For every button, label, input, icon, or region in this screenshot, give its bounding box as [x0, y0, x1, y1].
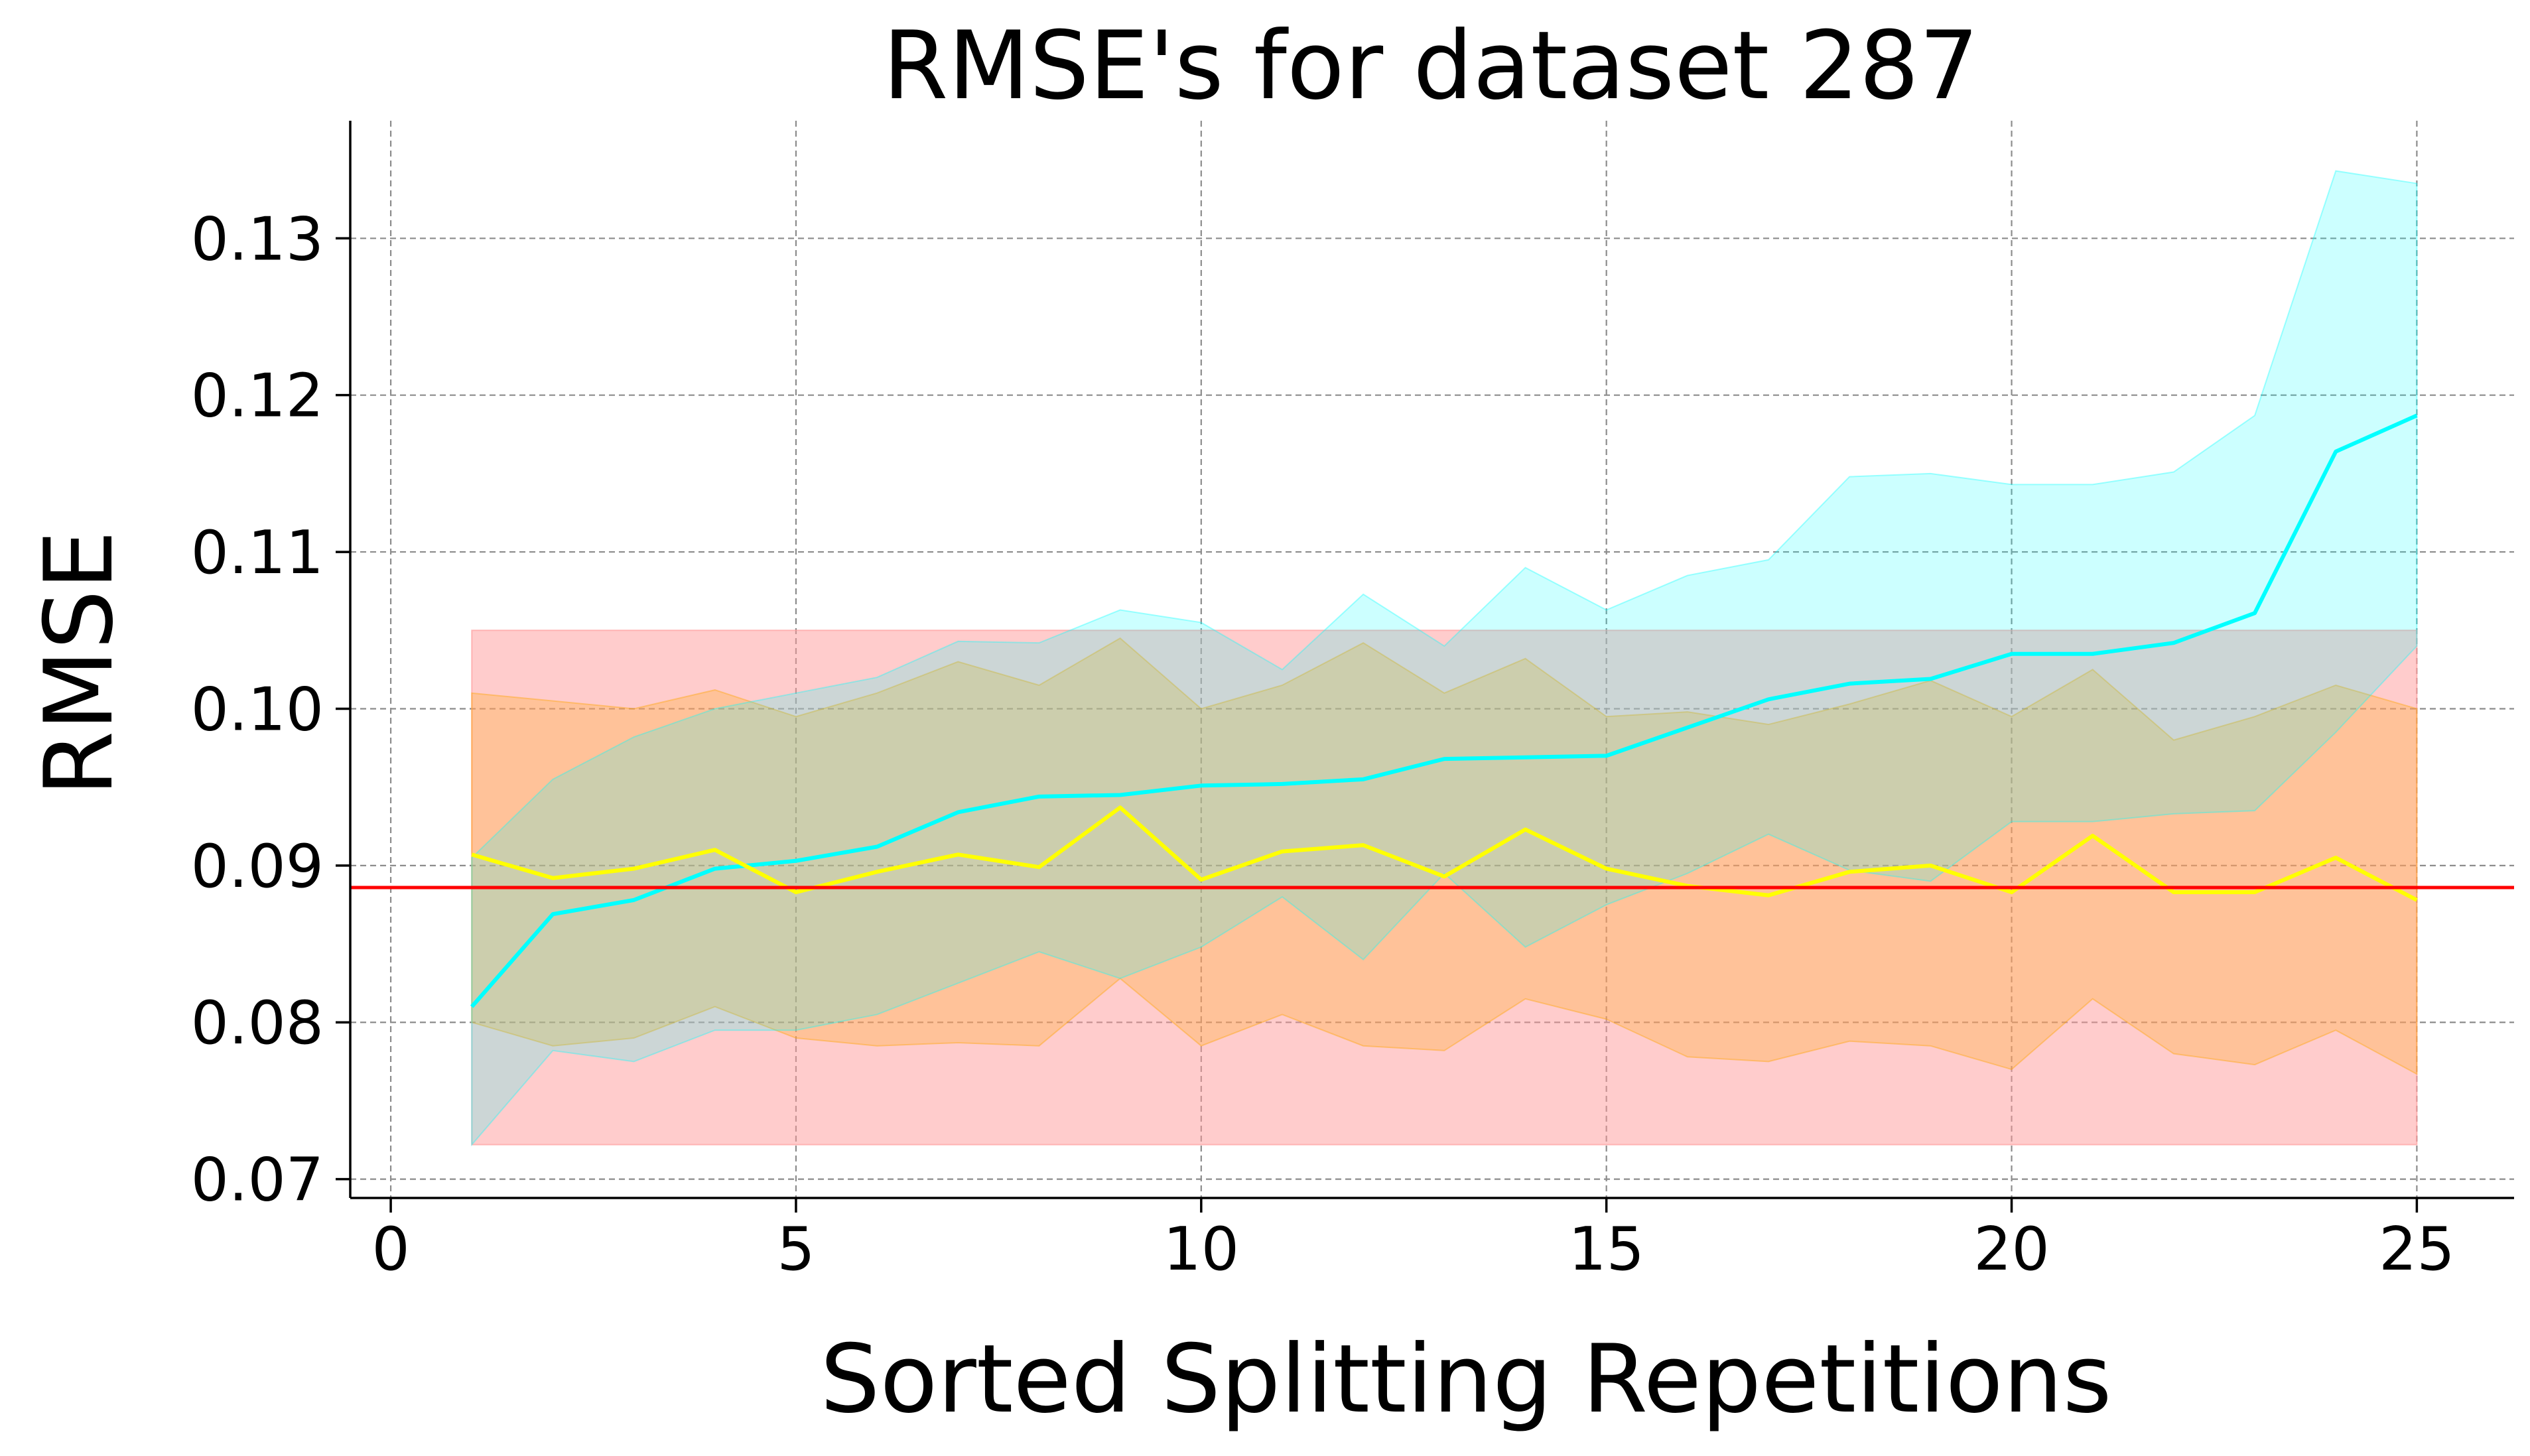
band-2	[471, 637, 2418, 1075]
y-axis-label: RMSE	[25, 530, 134, 796]
axes	[336, 121, 2514, 1213]
y-tick-label: 0.09	[191, 832, 324, 901]
y-tick-label: 0.07	[191, 1146, 324, 1215]
x-tick-label: 5	[777, 1215, 815, 1284]
x-axis-label: Sorted Splitting Repetitions	[820, 1325, 2111, 1434]
y-tick-label: 0.12	[191, 362, 324, 431]
x-tick-label: 20	[1973, 1215, 2050, 1284]
chart-title: RMSE's for dataset 287	[883, 11, 1979, 121]
y-tick-label: 0.11	[191, 518, 324, 588]
series-lines	[470, 413, 2418, 1008]
x-tick-label: 25	[2379, 1215, 2455, 1284]
x-tick-label: 10	[1164, 1215, 1240, 1284]
y-tick-label: 0.13	[191, 204, 324, 274]
x-tick-label: 15	[1568, 1215, 1644, 1284]
y-tick-label: 0.08	[191, 988, 324, 1058]
tick-labels: 0 5 10 15 20 25 0.07 0.08 0.09 0.10 0.11 0.12 0.13	[191, 204, 2455, 1284]
x-tick-label: 0	[371, 1215, 409, 1284]
series-line-2	[471, 805, 2418, 902]
series-line-1	[470, 413, 2418, 1008]
shaded-bands	[471, 170, 2418, 1147]
band-3	[471, 170, 2418, 1147]
y-tick-label: 0.10	[191, 675, 324, 744]
